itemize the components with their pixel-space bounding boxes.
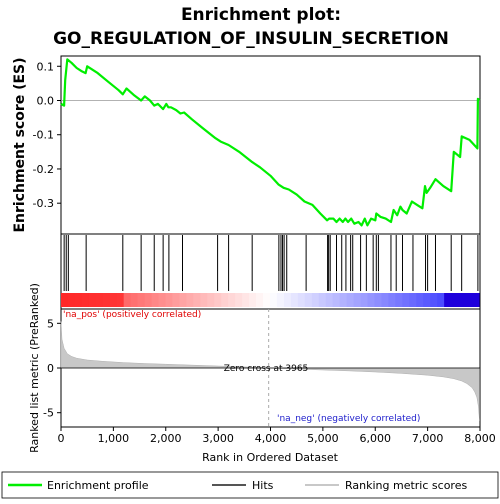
color-bar-segment <box>235 293 243 307</box>
color-bar-segment <box>221 293 229 307</box>
color-bar-segment <box>283 293 292 307</box>
color-bar-segment <box>423 293 431 307</box>
color-bar-segment <box>395 293 403 307</box>
color-bar-segment <box>158 293 167 307</box>
x-tick-label: 0 <box>58 432 65 445</box>
color-bar-segment <box>444 293 452 307</box>
color-bar-segment <box>332 293 341 307</box>
es-y-tick-label: -0.1 <box>33 129 54 142</box>
metric-y-axis-label: Ranked list metric (PreRanked) <box>28 283 41 453</box>
color-bar-segment <box>249 293 257 307</box>
color-bar-segment <box>353 293 362 307</box>
enrichment-profile-line <box>60 58 481 227</box>
color-bar-segment <box>88 293 97 307</box>
color-bar-segment <box>116 293 125 307</box>
color-bar-segment <box>416 293 424 307</box>
metric-y-axis-ticks: 5 0 -5 <box>43 317 61 420</box>
color-bar-segment <box>263 293 271 307</box>
legend-box <box>1 471 499 499</box>
legend-enrichment-label: Enrichment profile <box>47 479 149 492</box>
color-bar-segment <box>374 293 383 307</box>
color-bar-segment <box>458 293 466 307</box>
ranking-metric-area <box>60 321 480 421</box>
color-bar-segment <box>123 293 132 307</box>
color-bar-segment <box>200 293 208 307</box>
color-bar-segment <box>102 293 111 307</box>
color-bar-segment <box>179 293 188 307</box>
color-bar-segment <box>276 293 285 307</box>
zero-cross-label: Zero cross at 3965 <box>224 364 309 374</box>
es-y-axis-label: Enrichment score (ES) <box>12 57 28 232</box>
color-bar-segment <box>381 293 390 307</box>
color-bar-segment <box>214 293 222 307</box>
es-y-tick-label: 0.1 <box>37 60 55 73</box>
color-bar-segment <box>130 293 139 307</box>
color-bar-segment <box>74 293 83 307</box>
x-tick-label: 8,000 <box>464 432 496 445</box>
metric-y-tick-label: 0 <box>47 362 54 375</box>
color-bar-segment <box>290 293 299 307</box>
color-bar-segment <box>137 293 146 307</box>
color-bar-segment <box>297 293 306 307</box>
es-y-tick-label: 0.0 <box>37 95 55 108</box>
color-bar-segment <box>269 293 278 307</box>
color-bar-segment <box>339 293 348 307</box>
color-bar-segment <box>388 293 396 307</box>
color-bar-segment <box>409 293 417 307</box>
color-bar-segment <box>256 293 264 307</box>
color-bar-segment <box>186 293 194 307</box>
color-bar-segment <box>151 293 160 307</box>
color-bar-segment <box>228 293 236 307</box>
chart-title-line2: GO_REGULATION_OF_INSULIN_SECRETION <box>53 29 449 49</box>
color-bar-segment <box>318 293 327 307</box>
chart-title-line1: Enrichment plot: <box>181 5 341 25</box>
color-bar-segment <box>207 293 215 307</box>
neg-correlated-label: 'na_neg' (negatively correlated) <box>277 414 420 424</box>
color-bar-segment <box>81 293 90 307</box>
metric-y-tick-label: -5 <box>43 407 54 420</box>
x-tick-label: 4,000 <box>255 432 287 445</box>
color-bar-segment <box>402 293 410 307</box>
color-bar-segment <box>437 293 445 307</box>
legend-hits-label: Hits <box>252 479 274 492</box>
color-bar-segment <box>109 293 118 307</box>
color-bar-segment <box>304 293 313 307</box>
x-tick-label: 1,000 <box>98 432 130 445</box>
x-tick-label: 2,000 <box>150 432 182 445</box>
color-bar-segment <box>346 293 355 307</box>
x-axis-ticks: 0 1,000 2,000 3,000 4,000 5,000 6,000 7,000 8,00… <box>58 427 496 445</box>
color-bar-segment <box>430 293 438 307</box>
es-y-axis-ticks: 0.1 0.0 -0.1 -0.2 -0.3 <box>33 60 61 210</box>
color-bar-segment <box>360 293 369 307</box>
ranking-color-bar <box>61 293 480 307</box>
color-bar-segment <box>242 293 250 307</box>
x-axis-label: Rank in Ordered Dataset <box>202 451 339 464</box>
pos-correlated-label: 'na_pos' (positively correlated) <box>63 310 201 320</box>
color-bar-segment <box>451 293 459 307</box>
color-bar-segment <box>95 293 104 307</box>
es-y-tick-label: -0.3 <box>33 197 54 210</box>
color-bar-segment <box>472 293 480 307</box>
hits-barcode <box>63 235 479 291</box>
color-bar-segment <box>144 293 153 307</box>
color-bar-segment <box>193 293 201 307</box>
metric-y-tick-label: 5 <box>47 317 54 330</box>
color-bar-segment <box>325 293 334 307</box>
x-tick-label: 7,000 <box>412 432 444 445</box>
x-tick-label: 3,000 <box>202 432 234 445</box>
color-bar-segment <box>172 293 181 307</box>
legend-metric-label: Ranking metric scores <box>345 479 467 492</box>
es-y-tick-label: -0.2 <box>33 163 54 176</box>
x-tick-label: 5,000 <box>307 432 339 445</box>
color-bar-segment <box>165 293 174 307</box>
es-plot-frame <box>60 55 481 235</box>
color-bar-segment <box>367 293 376 307</box>
color-bar-segment <box>311 293 320 307</box>
color-bar-segment <box>67 293 76 307</box>
x-tick-label: 6,000 <box>360 432 392 445</box>
color-bar-segment <box>465 293 473 307</box>
color-bar-segment <box>61 293 69 307</box>
